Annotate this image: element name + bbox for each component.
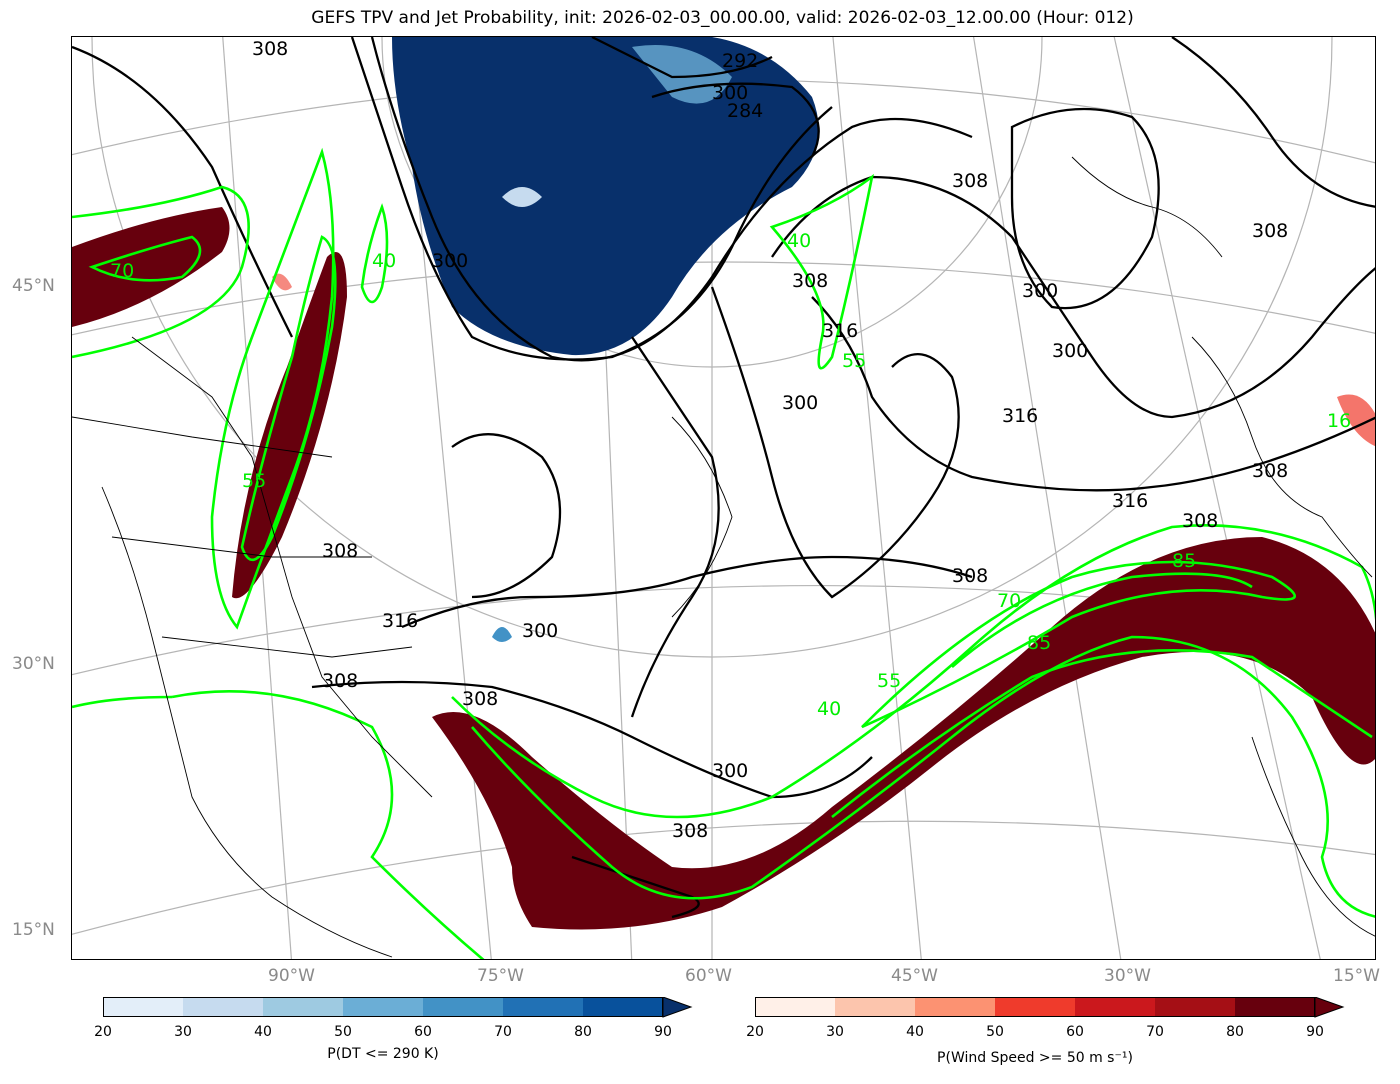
coastlines (72, 156, 1375, 958)
theta-contours (72, 37, 1375, 919)
wind-label: 70 (997, 590, 1021, 612)
colorbar-jet-tick-label: 40 (906, 1024, 924, 1040)
colorbar-tpv-swatch (263, 997, 343, 1017)
colorbar-tpv-tick-label: 80 (574, 1024, 592, 1040)
wind-label: 40 (817, 698, 841, 720)
colorbar-tpv-tick-label: 70 (494, 1024, 512, 1040)
colorbar-tpv-tick-label: 90 (654, 1024, 672, 1040)
colorbar-tpv-outline (103, 997, 663, 1017)
wind-label: 85 (1172, 550, 1196, 572)
colorbar-jet-tick-label: 50 (986, 1024, 1004, 1040)
colorbar-jet-swatch (1155, 997, 1235, 1017)
colorbar-tpv-tick-label: 30 (174, 1024, 192, 1040)
lon-label-45w: 45°W (891, 966, 938, 986)
wind-label: 16 (1327, 410, 1351, 432)
colorbar-jet-tick-label: 80 (1226, 1024, 1244, 1040)
theta-label: 300 (432, 250, 468, 272)
theta-label: 308 (252, 38, 288, 60)
theta-label: 308 (322, 540, 358, 562)
colorbar-jet (755, 996, 1355, 1025)
colorbar-jet-extend-arrow (1314, 996, 1345, 1018)
theta-label: 308 (462, 688, 498, 710)
colorbar-tpv-swatch (423, 997, 503, 1017)
colorbar-jet-swatch (1075, 997, 1155, 1017)
theta-label: 300 (522, 620, 558, 642)
colorbar-jet-tick-label: 30 (826, 1024, 844, 1040)
lat-label-45n: 45°N (12, 276, 55, 296)
theta-label: 300 (782, 392, 818, 414)
theta-label: 308 (1182, 510, 1218, 532)
colorbar-tpv-swatch (103, 997, 183, 1017)
tpv-probability-fill (392, 37, 819, 642)
lat-label-30n: 30°N (12, 654, 55, 674)
map-panel: 308 300 292 284 300 308 316 300 308 300 … (71, 36, 1376, 960)
colorbar-jet-tick-label: 20 (746, 1024, 764, 1040)
theta-label: 300 (712, 760, 748, 782)
theta-label: 300 (712, 82, 748, 104)
theta-label: 316 (1112, 490, 1148, 512)
theta-label: 308 (1252, 220, 1288, 242)
theta-label: 300 (1022, 280, 1058, 302)
theta-label: 308 (952, 170, 988, 192)
lon-label-60w: 60°W (685, 966, 732, 986)
theta-label: 316 (822, 320, 858, 342)
colorbar-tpv-tick-label: 50 (334, 1024, 352, 1040)
colorbar-jet-bar (755, 996, 1345, 1018)
colorbar-jet-swatch (835, 997, 915, 1017)
colorbar-tpv-swatch (183, 997, 263, 1017)
colorbar-tpv-tick-label: 20 (94, 1024, 112, 1040)
theta-label: 308 (322, 670, 358, 692)
lon-label-15w: 15°W (1333, 966, 1380, 986)
wind-label: 70 (110, 260, 134, 282)
lon-label-75w: 75°W (477, 966, 524, 986)
theta-label: 316 (1002, 405, 1038, 427)
colorbar-jet-swatch (915, 997, 995, 1017)
theta-label: 292 (722, 50, 758, 72)
wind-contours (72, 147, 1375, 959)
theta-label: 308 (672, 820, 708, 842)
lon-label-30w: 30°W (1104, 966, 1151, 986)
colorbar-jet-tick-label: 70 (1146, 1024, 1164, 1040)
colorbar-tpv-tick-label: 40 (254, 1024, 272, 1040)
wind-label: 55 (877, 670, 901, 692)
theta-label: 308 (1252, 460, 1288, 482)
colorbar-jet-swatch (995, 997, 1075, 1017)
colorbar-tpv-extend-arrow (662, 996, 693, 1018)
colorbar-tpv-tick-label: 60 (414, 1024, 432, 1040)
colorbar-tpv-swatch (503, 997, 583, 1017)
colorbar-jet-tick-label: 60 (1066, 1024, 1084, 1040)
wind-label: 55 (242, 470, 266, 492)
colorbar-tpv-label: P(DT <= 290 K) (327, 1046, 439, 1062)
colorbar-jet-outline (755, 997, 1315, 1017)
colorbar-jet-tick-label: 90 (1306, 1024, 1324, 1040)
lat-label-15n: 15°N (12, 920, 55, 940)
theta-label: 300 (1052, 340, 1088, 362)
theta-label: 308 (952, 565, 988, 587)
map-canvas: 308 300 292 284 300 308 316 300 308 300 … (72, 37, 1375, 959)
contour-labels: 308 300 292 284 300 308 316 300 308 300 … (110, 38, 1351, 842)
colorbar-jet-swatch (1235, 997, 1315, 1017)
colorbar-tpv (103, 996, 703, 1025)
colorbar-tpv-swatch (583, 997, 663, 1017)
theta-label: 308 (792, 270, 828, 292)
colorbar-jet-label: P(Wind Speed >= 50 m s⁻¹) (937, 1050, 1133, 1066)
wind-label: 40 (372, 250, 396, 272)
theta-label: 316 (382, 610, 418, 632)
wind-label: 55 (842, 350, 866, 372)
wind-label: 40 (787, 230, 811, 252)
lon-label-90w: 90°W (268, 966, 315, 986)
colorbar-tpv-swatch (343, 997, 423, 1017)
theta-label: 284 (727, 100, 763, 122)
colorbar-tpv-bar (103, 996, 693, 1018)
colorbar-jet-swatch (755, 997, 835, 1017)
map-title: GEFS TPV and Jet Probability, init: 2026… (311, 8, 1134, 28)
wind-label: 85 (1027, 632, 1051, 654)
